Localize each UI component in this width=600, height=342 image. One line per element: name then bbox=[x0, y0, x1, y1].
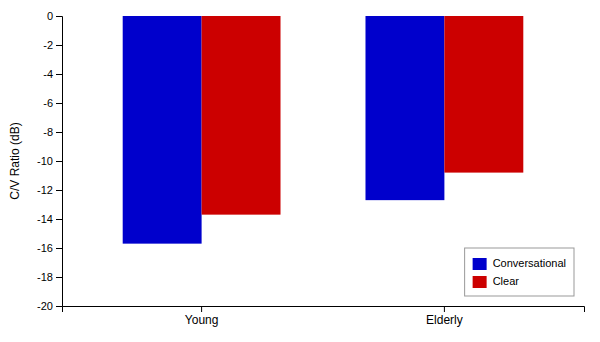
x-tick-label: Elderly bbox=[426, 313, 463, 327]
y-tick-label: -18 bbox=[37, 271, 53, 283]
legend-label: Conversational bbox=[493, 257, 566, 269]
bar bbox=[123, 16, 202, 244]
legend-label: Clear bbox=[493, 275, 520, 287]
legend-swatch bbox=[473, 276, 487, 288]
y-tick-mark bbox=[56, 161, 62, 162]
y-tick: -16 bbox=[37, 242, 62, 254]
y-tick-label: -14 bbox=[37, 213, 53, 225]
y-tick-mark bbox=[56, 74, 62, 75]
y-tick-label: -6 bbox=[43, 97, 53, 109]
y-tick-label: -2 bbox=[43, 39, 53, 51]
y-tick: -10 bbox=[37, 155, 62, 167]
y-tick-mark bbox=[56, 190, 62, 191]
x-axis: Young Elderly bbox=[63, 306, 585, 327]
y-axis-line bbox=[56, 17, 63, 307]
y-tick-label: -4 bbox=[43, 68, 53, 80]
y-tick: -8 bbox=[43, 126, 62, 138]
y-tick-label: -12 bbox=[37, 184, 53, 196]
y-tick-mark bbox=[56, 132, 62, 133]
y-tick: -2 bbox=[43, 39, 62, 51]
chart: 0 -2 -4 -6 -8 -10 -12 -14 -16 -18 -20 Young Elderly C… bbox=[0, 0, 600, 342]
y-tick-label: -8 bbox=[43, 126, 53, 138]
y-tick: -4 bbox=[43, 68, 62, 80]
bars bbox=[123, 16, 524, 244]
y-tick: -12 bbox=[37, 184, 62, 196]
y-tick-mark bbox=[56, 219, 62, 220]
y-tick: -18 bbox=[37, 271, 62, 283]
y-tick: -14 bbox=[37, 213, 62, 225]
x-axis-line bbox=[63, 307, 585, 313]
legend-swatch bbox=[473, 258, 487, 270]
y-tick-mark bbox=[56, 248, 62, 249]
bar bbox=[202, 16, 281, 215]
y-tick-mark bbox=[56, 103, 62, 104]
x-tick-mark bbox=[444, 306, 445, 312]
x-tick: Young bbox=[185, 306, 219, 327]
y-tick-label: -16 bbox=[37, 242, 53, 254]
y-tick-label: -10 bbox=[37, 155, 53, 167]
legend: Conversational Clear bbox=[465, 248, 574, 296]
y-axis-title: C/V Ratio (dB) bbox=[8, 122, 22, 199]
bar bbox=[444, 16, 523, 173]
bar bbox=[365, 16, 444, 200]
plot: 0 -2 -4 -6 -8 -10 -12 -14 -16 -18 -20 Young Elderly C… bbox=[37, 10, 584, 327]
y-tick-mark bbox=[56, 16, 62, 17]
y-axis: 0 -2 -4 -6 -8 -10 -12 -14 -16 -18 -20 bbox=[37, 10, 62, 312]
y-tick-mark bbox=[56, 277, 62, 278]
y-tick: -20 bbox=[37, 300, 62, 312]
y-tick: 0 bbox=[47, 10, 62, 22]
chart-container: 0 -2 -4 -6 -8 -10 -12 -14 -16 -18 -20 Young Elderly C… bbox=[0, 0, 600, 342]
y-tick-label: 0 bbox=[47, 10, 53, 22]
x-tick: Elderly bbox=[426, 306, 463, 327]
x-tick-label: Young bbox=[185, 313, 219, 327]
y-tick: -6 bbox=[43, 97, 62, 109]
legend-frame bbox=[465, 248, 574, 296]
x-tick-mark bbox=[201, 306, 202, 312]
y-tick-label: -20 bbox=[37, 300, 53, 312]
y-tick-mark bbox=[56, 45, 62, 46]
y-tick-mark bbox=[56, 306, 62, 307]
